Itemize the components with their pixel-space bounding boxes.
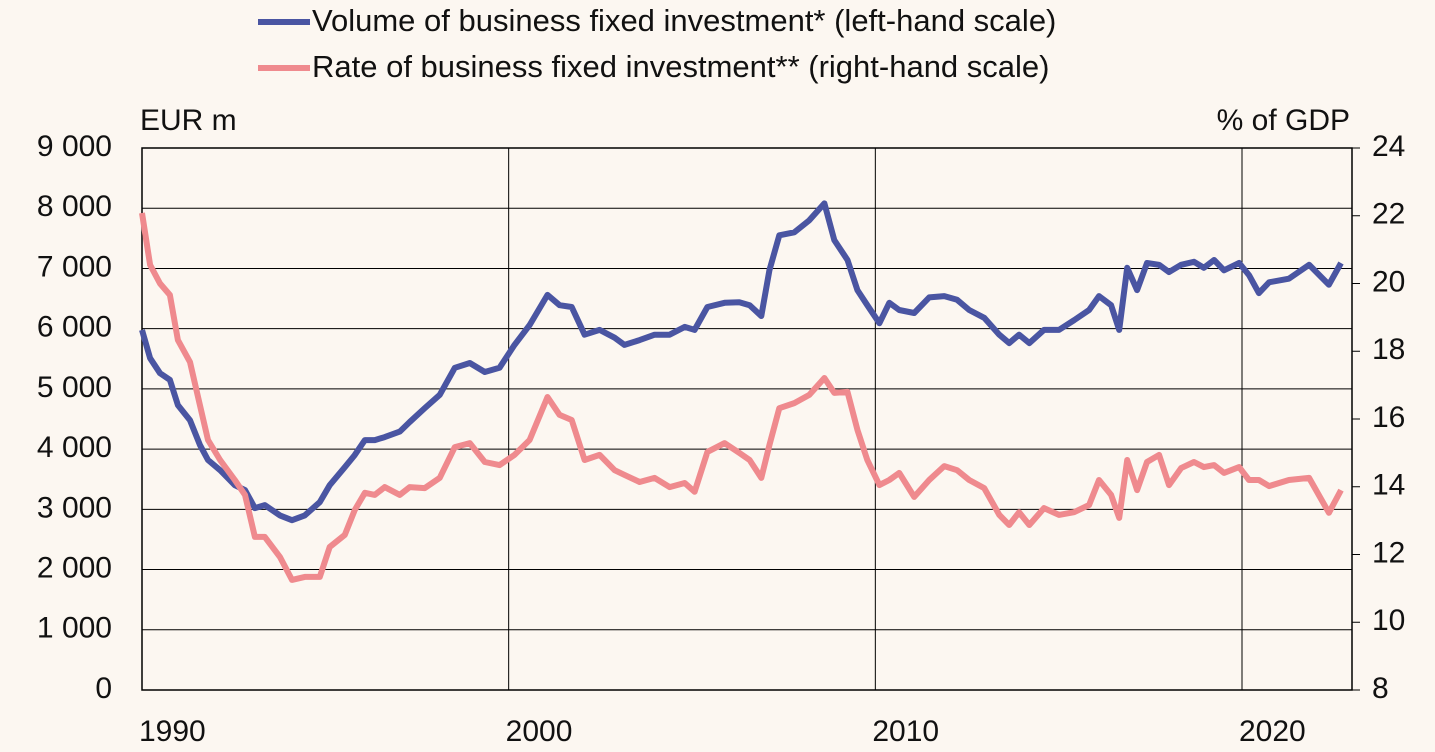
data-line	[139, 212, 1344, 583]
y-tick-label: 3 000	[37, 491, 112, 524]
y2-tick-label: 8	[1372, 672, 1389, 705]
y-tick-label: 9 000	[37, 130, 112, 163]
legend-label: Rate of business fixed investment** (rig…	[312, 49, 1049, 84]
y-tick-label: 8 000	[37, 190, 112, 223]
y-tick-label: 7 000	[37, 250, 112, 283]
data-line	[139, 200, 1344, 524]
x-tick-label: 1990	[139, 715, 206, 748]
y2-tick-label: 24	[1372, 130, 1405, 163]
plot-frame	[141, 147, 1353, 691]
y-tick-label: 0	[95, 672, 112, 705]
y2-tick-label: 16	[1372, 401, 1405, 434]
y2-tick-label: 18	[1372, 333, 1405, 366]
x-tick-label: 2010	[872, 715, 939, 748]
y2-tick-label: 14	[1372, 469, 1405, 502]
y2-tick-label: 20	[1372, 265, 1405, 298]
y-tick-label: 6 000	[37, 311, 112, 344]
x-tick-label: 2000	[506, 715, 573, 748]
legend-label: Volume of business fixed investment* (le…	[312, 3, 1056, 38]
y2-tick-label: 12	[1372, 536, 1405, 569]
y-tick-label: 4 000	[37, 431, 112, 464]
x-tick-label: 2020	[1239, 715, 1306, 748]
y2-axis-label: % of GDP	[1217, 104, 1350, 137]
y2-tick-label: 10	[1372, 604, 1405, 637]
y2-tick-label: 22	[1372, 198, 1405, 231]
y-tick-label: 1 000	[37, 612, 112, 645]
y-tick-label: 5 000	[37, 371, 112, 404]
y-axis-label: EUR m	[140, 104, 237, 137]
y-tick-label: 2 000	[37, 551, 112, 584]
